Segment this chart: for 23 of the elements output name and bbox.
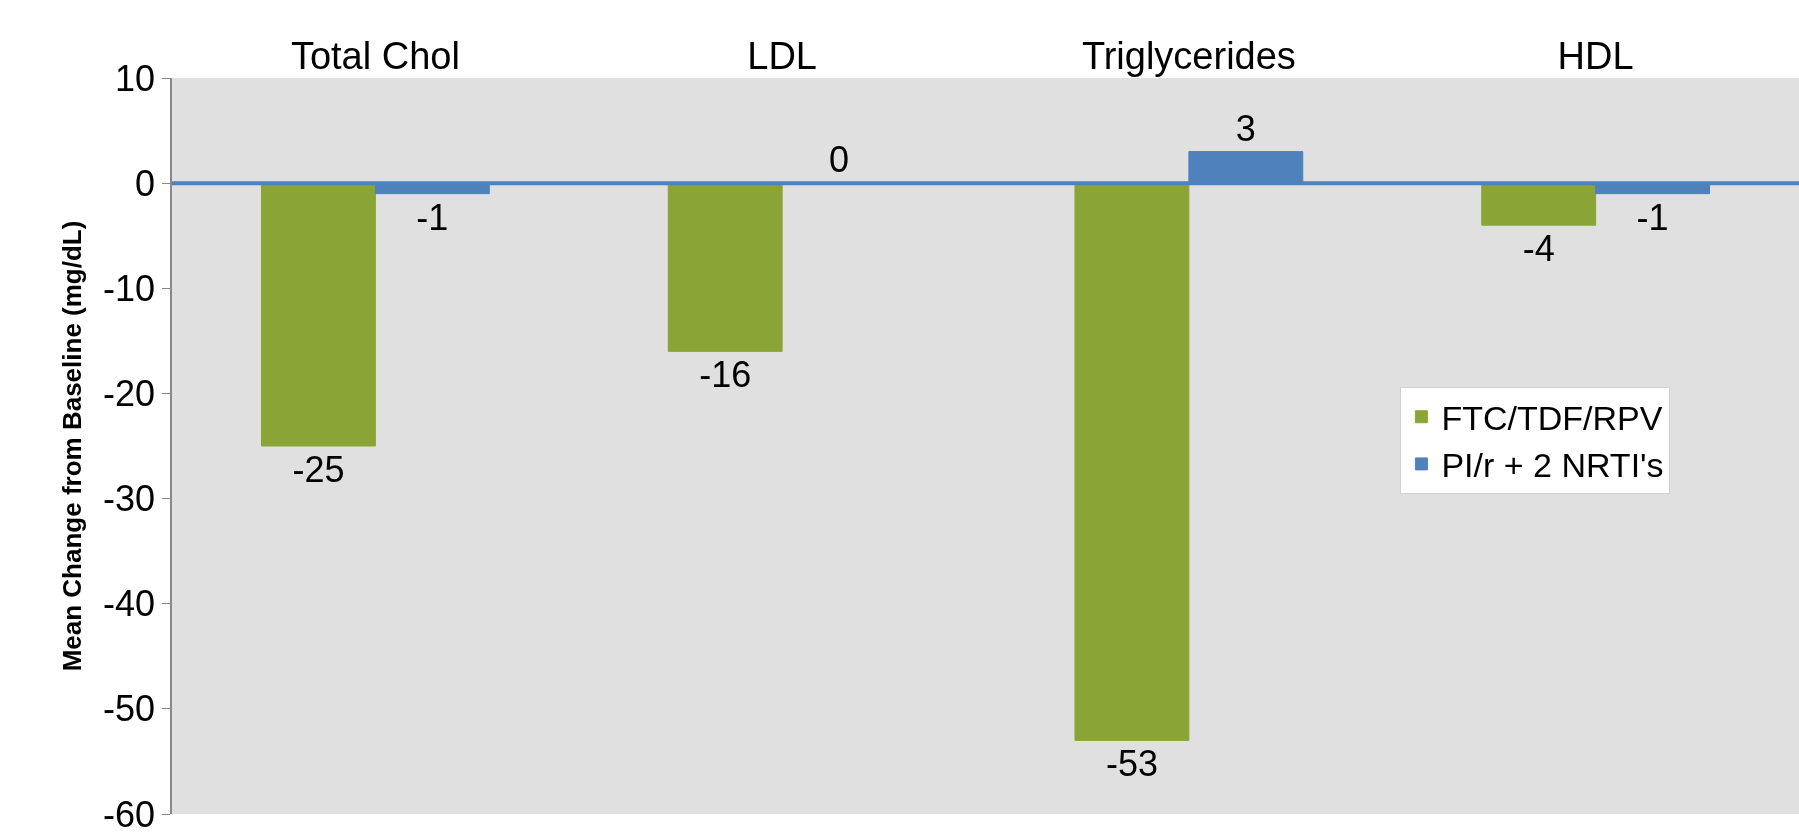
data-label: -25 <box>292 449 345 490</box>
y-tick-label: -60 <box>103 793 156 835</box>
y-tick-label: -30 <box>103 478 156 520</box>
x-tick-label: Triglycerides <box>1081 35 1296 78</box>
y-tick-label: -40 <box>103 583 156 625</box>
y-tick-label: 0 <box>135 162 156 204</box>
data-label: -53 <box>1105 743 1158 785</box>
data-label: -4 <box>1522 228 1555 270</box>
y-tick-label: 10 <box>115 57 156 99</box>
y-tick-label: -50 <box>103 688 156 730</box>
x-tick-label: Total Chol <box>290 35 460 78</box>
data-label: 0 <box>829 139 850 181</box>
legend-label: PI/r + 2 NRTI's <box>1441 446 1664 485</box>
data-label: 3 <box>1235 107 1256 149</box>
data-label: -16 <box>699 354 752 396</box>
data-label: -1 <box>416 196 449 238</box>
data-label: -1 <box>1636 196 1669 238</box>
x-tick-label: HDL <box>1557 35 1634 78</box>
legend-label: FTC/TDF/RPV <box>1441 398 1663 437</box>
x-tick-label: LDL <box>747 35 817 78</box>
y-tick-label: -10 <box>103 267 156 309</box>
y-axis-title: Mean Change from Baseline (mg/dL) <box>56 220 87 672</box>
y-tick-label: -20 <box>103 373 156 415</box>
